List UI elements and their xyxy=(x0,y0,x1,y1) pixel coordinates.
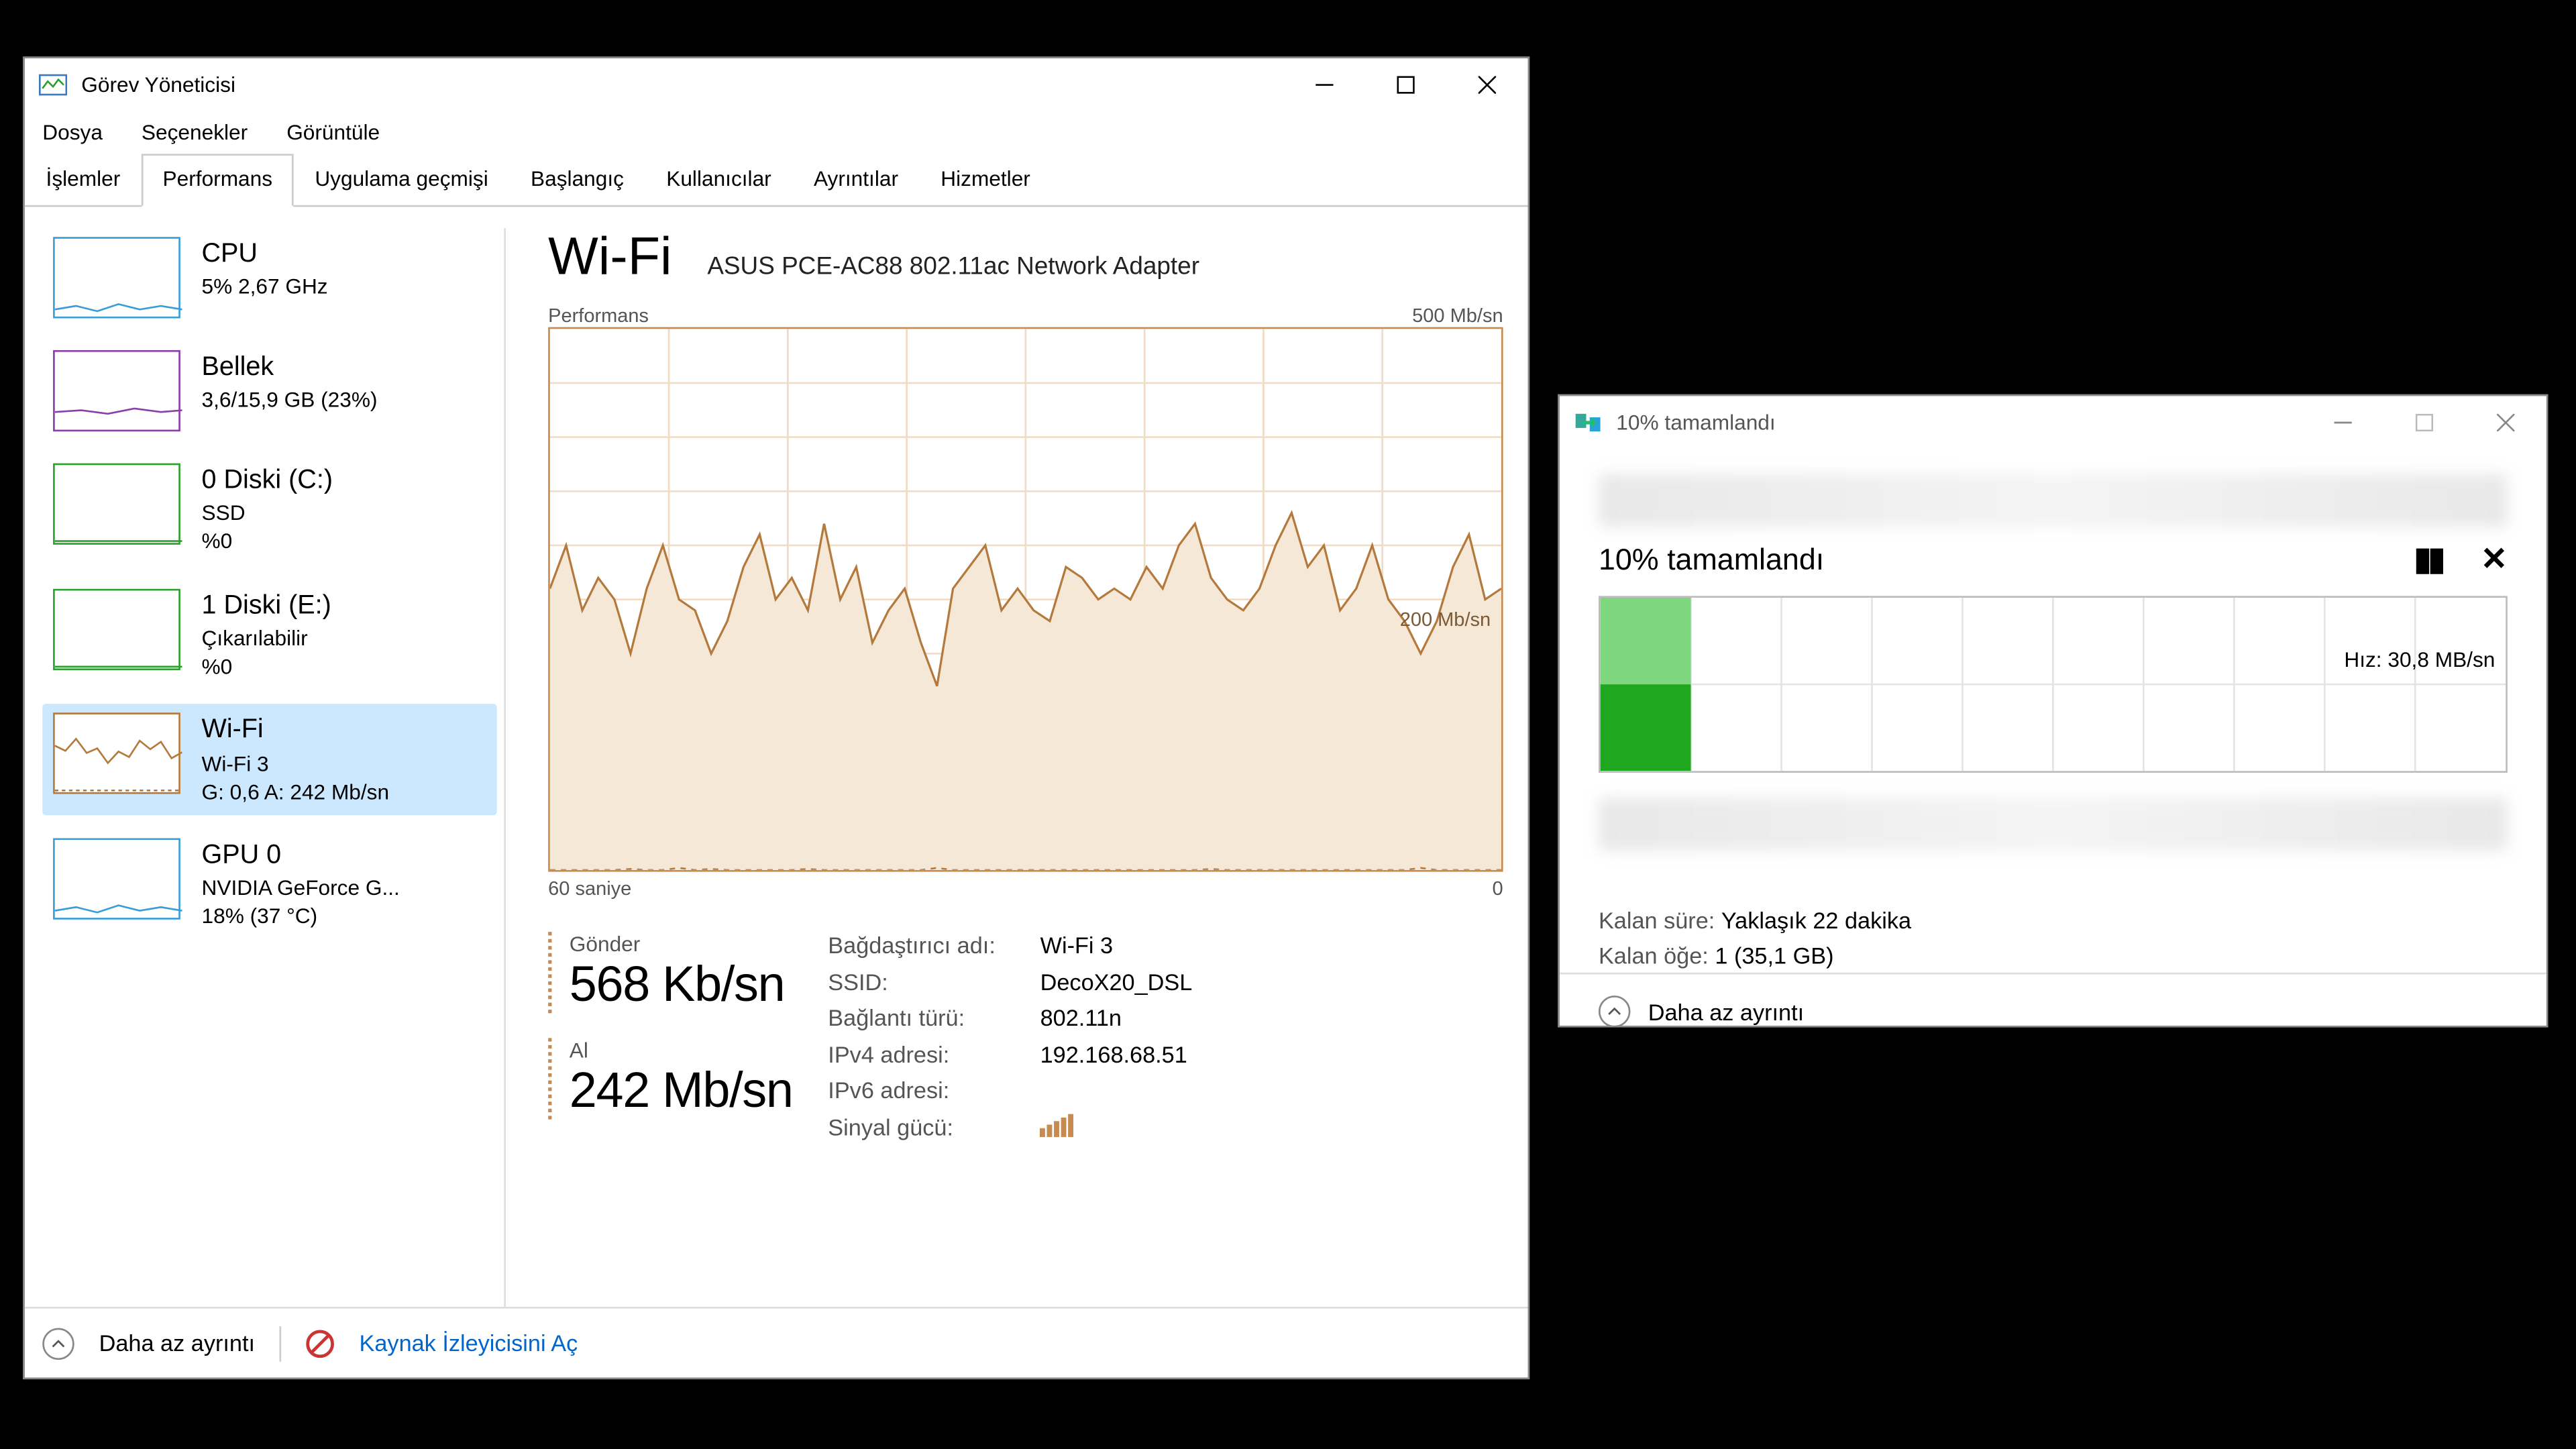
tab-başlangıç[interactable]: Başlangıç xyxy=(509,154,645,205)
sidebar-item-1-diski-e-[interactable]: 1 Diski (E:) Çıkarılabilir%0 xyxy=(42,580,496,690)
connection-info: Bağdaştırıcı adı:Wi-Fi 3SSID:DecoX20_DSL… xyxy=(828,932,1192,1144)
sidebar-item-line: %0 xyxy=(202,528,333,557)
titlebar[interactable]: Görev Yöneticisi xyxy=(25,58,1528,111)
copy-close-button[interactable] xyxy=(2465,396,2546,449)
tab-performans[interactable]: Performans xyxy=(142,154,294,207)
sidebar-item-line: SSD xyxy=(202,499,333,528)
menubar: Dosya Seçenekler Görüntüle xyxy=(25,111,1528,154)
chart-footer-left: 60 saniye xyxy=(548,879,631,900)
sidebar-thumb xyxy=(53,838,180,919)
footer: Daha az ayrıntı Kaynak İzleyicisini Aç xyxy=(25,1307,1528,1377)
pause-button[interactable]: ▮▮ xyxy=(2414,541,2442,578)
tab-uygulama geçmişi[interactable]: Uygulama geçmişi xyxy=(294,154,510,205)
close-button[interactable] xyxy=(1446,58,1527,111)
sidebar-item-title: GPU 0 xyxy=(202,838,400,873)
tabstrip: İşlemlerPerformansUygulama geçmişiBaşlan… xyxy=(25,154,1528,207)
tab-hizmetler[interactable]: Hizmetler xyxy=(920,154,1052,205)
remaining-items-value: 1 (35,1 GB) xyxy=(1715,942,1833,969)
window-title: Görev Yöneticisi xyxy=(81,72,1283,97)
signal-strength-icon xyxy=(1040,1113,1074,1136)
chart-footer-right: 0 xyxy=(1492,879,1503,900)
copy-collapse-icon[interactable] xyxy=(1599,996,1630,1027)
menu-options[interactable]: Seçenekler xyxy=(134,117,254,148)
copy-speed-label: Hız: 30,8 MB/sn xyxy=(2344,647,2495,672)
copy-less-details-link[interactable]: Daha az ayrıntı xyxy=(1648,998,1804,1025)
sidebar-item-line: %0 xyxy=(202,653,331,682)
copy-heading: 10% tamamlandı xyxy=(1599,542,1824,578)
blurred-source-dest xyxy=(1599,474,2508,527)
sidebar-item-line: Çıkarılabilir xyxy=(202,624,331,653)
tab-i̇şlemler[interactable]: İşlemler xyxy=(25,154,142,205)
sidebar-item-title: Wi-Fi xyxy=(202,713,390,749)
sidebar-item-wi-fi[interactable]: Wi-Fi Wi-Fi 3G: 0,6 A: 242 Mb/sn xyxy=(42,704,496,815)
cancel-button[interactable]: ✕ xyxy=(2481,541,2508,578)
sidebar-item-cpu[interactable]: CPU 5% 2,67 GHz xyxy=(42,228,496,327)
sidebar-thumb xyxy=(53,350,180,431)
open-resmon-link[interactable]: Kaynak İzleyicisini Aç xyxy=(360,1330,578,1356)
remaining-time-label: Kalan süre: xyxy=(1599,907,1715,934)
chart-midlabel: 200 Mb/sn xyxy=(1400,610,1491,632)
copy-dialog-icon xyxy=(1574,409,1602,437)
menu-view[interactable]: Görüntüle xyxy=(280,117,387,148)
chart-label-right: 500 Mb/sn xyxy=(1412,306,1503,327)
copy-maximize-button[interactable] xyxy=(2383,396,2465,449)
kpi-al: Al242 Mb/sn xyxy=(548,1038,792,1119)
perf-main: Wi-Fi ASUS PCE-AC88 802.11ac Network Ada… xyxy=(506,228,1503,1307)
sidebar-item-line: G: 0,6 A: 242 Mb/sn xyxy=(202,777,390,806)
task-manager-icon xyxy=(39,70,67,99)
perf-sidebar: CPU 5% 2,67 GHz Bellek 3,6/15,9 GB (23%)… xyxy=(42,228,506,1307)
sidebar-item-gpu-0[interactable]: GPU 0 NVIDIA GeForce G...18% (37 °C) xyxy=(42,829,496,940)
sidebar-item-title: Bellek xyxy=(202,350,378,386)
tab-kullanıcılar[interactable]: Kullanıcılar xyxy=(645,154,793,205)
sidebar-thumb xyxy=(53,237,180,318)
copy-info: Kalan süre: Yaklaşık 22 dakika Kalan öğe… xyxy=(1599,904,2508,973)
adapter-name: ASUS PCE-AC88 802.11ac Network Adapter xyxy=(707,251,1199,279)
copy-window-title: 10% tamamlandı xyxy=(1616,411,2302,435)
less-details-link[interactable]: Daha az ayrıntı xyxy=(99,1330,255,1356)
sidebar-item-line: 18% (37 °C) xyxy=(202,902,400,931)
maximize-button[interactable] xyxy=(1365,58,1446,111)
sidebar-thumb xyxy=(53,464,180,545)
kpi-gönder: Gönder568 Kb/sn xyxy=(548,932,792,1013)
sidebar-item-title: 1 Diski (E:) xyxy=(202,588,331,624)
sidebar-item-line: 3,6/15,9 GB (23%) xyxy=(202,386,378,415)
sidebar-item-title: CPU xyxy=(202,237,328,272)
sidebar-item-0-diski-c-[interactable]: 0 Diski (C:) SSD%0 xyxy=(42,454,496,565)
resmon-icon xyxy=(306,1329,334,1357)
sidebar-thumb xyxy=(53,713,180,794)
sidebar-thumb xyxy=(53,588,180,669)
sidebar-item-bellek[interactable]: Bellek 3,6/15,9 GB (23%) xyxy=(42,341,496,441)
task-manager-window: Görev Yöneticisi Dosya Seçenekler Görünt… xyxy=(23,56,1529,1379)
tab-ayrıntılar[interactable]: Ayrıntılar xyxy=(792,154,919,205)
chart-label-left: Performans xyxy=(548,306,649,327)
blurred-filename xyxy=(1599,798,2508,851)
main-title: Wi-Fi xyxy=(548,228,672,288)
copy-progress-window: 10% tamamlandı 10% tamamlandı ▮▮ ✕ Hız: … xyxy=(1558,394,2548,1028)
menu-file[interactable]: Dosya xyxy=(36,117,110,148)
copy-speed-chart: Hız: 30,8 MB/sn xyxy=(1599,596,2508,773)
copy-minimize-button[interactable] xyxy=(2302,396,2383,449)
sidebar-item-line: NVIDIA GeForce G... xyxy=(202,874,400,903)
copy-titlebar[interactable]: 10% tamamlandı xyxy=(1560,396,2546,449)
throughput-chart: 200 Mb/sn xyxy=(548,327,1503,872)
sidebar-item-line: Wi-Fi 3 xyxy=(202,749,390,777)
remaining-time-value: Yaklaşık 22 dakika xyxy=(1721,907,1911,934)
sidebar-item-title: 0 Diski (C:) xyxy=(202,464,333,499)
remaining-items-label: Kalan öğe: xyxy=(1599,942,1709,969)
collapse-icon[interactable] xyxy=(42,1327,74,1358)
minimize-button[interactable] xyxy=(1284,58,1365,111)
sidebar-item-line: 5% 2,67 GHz xyxy=(202,273,328,302)
